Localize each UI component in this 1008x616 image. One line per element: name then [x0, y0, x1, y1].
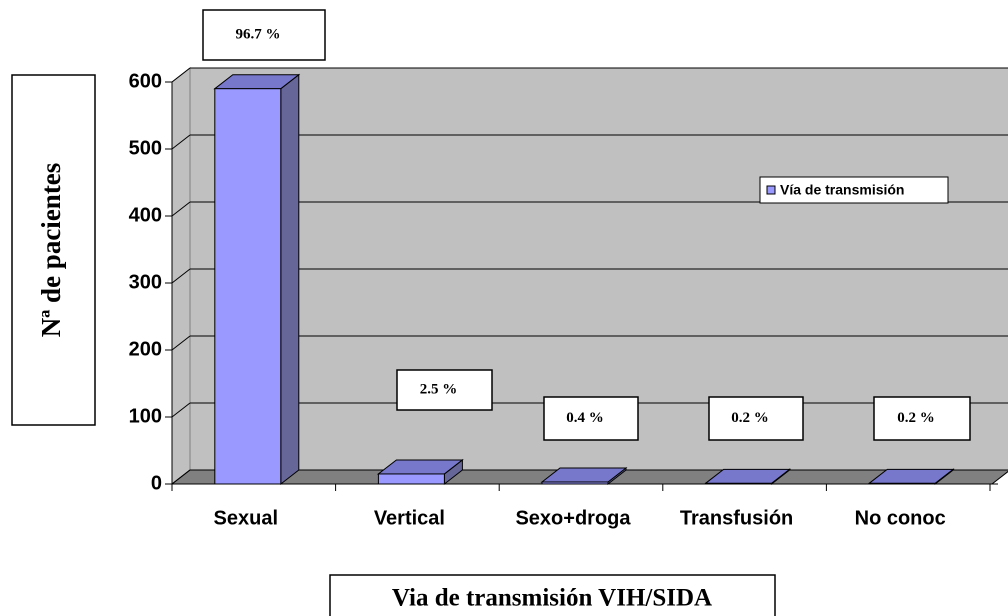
bar — [377, 473, 445, 485]
annotation: 96.7 % — [236, 26, 281, 42]
bar — [214, 88, 282, 485]
annotation-box — [396, 369, 493, 411]
legend-box — [759, 176, 949, 204]
annotation: 0.2 % — [731, 410, 769, 426]
y-axis-title: Nª de pacientes — [36, 163, 66, 338]
annotation: 0.4 % — [566, 410, 604, 426]
grid-line — [171, 134, 191, 150]
y-tick-label: 600 — [129, 70, 162, 92]
bar — [541, 481, 609, 485]
grid-line — [171, 469, 191, 485]
bar-side — [280, 73, 300, 486]
grid-line — [171, 268, 191, 284]
y-tick-label: 0 — [151, 472, 162, 494]
y-tick-label: 500 — [129, 137, 162, 159]
x-tick-label: Sexual — [214, 507, 278, 529]
grid-line — [171, 201, 191, 217]
x-tick-label: Transfusión — [680, 507, 793, 529]
y-tick-label: 400 — [129, 204, 162, 226]
x-tick-label: Vertical — [374, 507, 445, 529]
x-axis-title: Via de transmisión VIH/SIDA — [392, 585, 712, 612]
x-tick-label: No conoc — [855, 507, 946, 529]
annotation: 2.5 % — [420, 381, 458, 397]
y-tick-label: 100 — [129, 405, 162, 427]
legend-label: Vía de transmisión — [780, 182, 904, 198]
y-tick-label: 200 — [129, 338, 162, 360]
bar — [705, 482, 773, 485]
grid-line — [171, 402, 191, 418]
annotation-box — [202, 9, 326, 61]
grid-line — [171, 67, 191, 83]
bar — [868, 482, 936, 485]
plot: 0 100 200 300 400 500 600 Sexual Vertical Sexo+dr… — [129, 9, 1008, 529]
x-tick-label: Sexo+droga — [515, 507, 631, 529]
y-title-box — [11, 74, 96, 426]
annotation-box — [873, 396, 971, 441]
x-title-box — [329, 574, 776, 616]
annotation-box — [708, 396, 804, 441]
grid-line — [171, 335, 191, 351]
annotation: 0.2 % — [897, 410, 935, 426]
legend-swatch — [766, 185, 776, 195]
annotation-box — [543, 396, 639, 441]
y-tick-label: 300 — [129, 271, 162, 293]
